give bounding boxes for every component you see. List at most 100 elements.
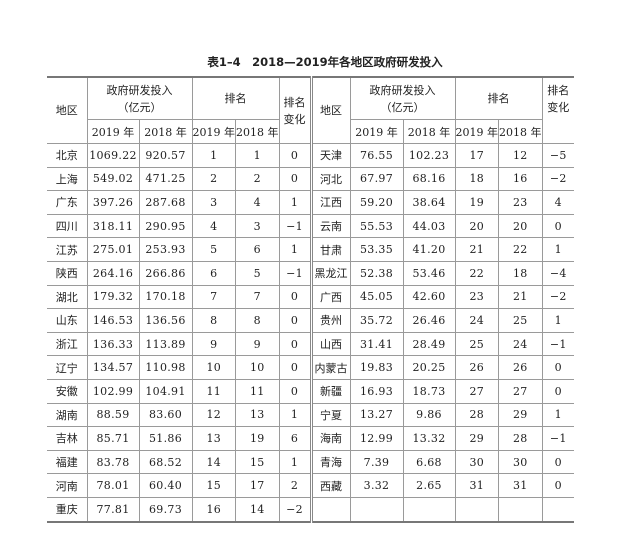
table-row: 江苏 275.01 253.93 5 6 1 甘肃 53.35 41.20 21 22 1: [47, 237, 574, 262]
header-investment-line1: 政府研发投入: [106, 83, 173, 97]
cell-inv2018: 170.18: [138, 284, 193, 310]
cell-rank2019: 1: [191, 143, 236, 168]
cell-rank2019: 17: [454, 143, 499, 168]
cell-change: 0: [278, 284, 313, 310]
cell-rank2019: 20: [454, 213, 499, 239]
cell-region: 西藏: [310, 473, 351, 498]
header-region: 地区: [310, 76, 351, 144]
header-rank-change: 排名 变化: [278, 76, 313, 144]
cell-inv2018: 13.32: [402, 426, 456, 451]
cell-inv2018: 9.86: [402, 402, 456, 428]
cell-change: 0: [541, 473, 574, 498]
cell-rank2018: 23: [498, 190, 543, 215]
cell-change: −1: [541, 331, 574, 357]
cell-inv2019: 76.55: [349, 143, 404, 168]
cell-rank2019: 31: [454, 473, 499, 498]
cell-region: 江西: [310, 190, 351, 215]
cell-region: 海南: [310, 426, 351, 451]
cell-inv2019: 19.83: [349, 355, 404, 380]
cell-rank2019: 10: [191, 355, 236, 380]
cell-rank2018: 1: [235, 143, 280, 168]
cell-inv2018: [402, 496, 456, 523]
cell-inv2019: 397.26: [86, 190, 140, 215]
cell-region: 贵州: [310, 308, 351, 333]
cell-rank2019: 4: [191, 213, 236, 239]
cell-inv2019: 12.99: [349, 426, 404, 451]
cell-rank2019: 3: [191, 190, 236, 215]
cell-change: −1: [541, 426, 574, 451]
cell-region: 湖北: [47, 284, 88, 310]
cell-change: 1: [541, 237, 574, 262]
cell-rank2019: 13: [191, 426, 236, 451]
cell-inv2019: 179.32: [86, 284, 140, 310]
cell-change: 0: [278, 166, 313, 192]
cell-inv2018: 60.40: [138, 473, 193, 498]
header-rank-2019: 2019 年: [191, 119, 236, 144]
cell-region: 辽宁: [47, 355, 88, 380]
header-inv-2018: 2018 年: [402, 119, 456, 144]
cell-rank2019: 22: [454, 260, 499, 286]
cell-region: 四川: [47, 213, 88, 239]
cell-change: [541, 496, 574, 523]
header-inv-2019: 2019 年: [349, 119, 404, 144]
cell-rank2018: 25: [498, 308, 543, 333]
cell-rank2018: 29: [498, 402, 543, 428]
cell-rank2019: 27: [454, 378, 499, 404]
header-rank-change-line2: 变化: [283, 112, 306, 126]
cell-region: 广东: [47, 190, 88, 215]
cell-inv2018: 113.89: [138, 331, 193, 357]
cell-inv2018: 51.86: [138, 426, 193, 451]
cell-change: 1: [278, 190, 313, 215]
cell-rank2019: 28: [454, 402, 499, 428]
table-row: 湖南 88.59 83.60 12 13 1 宁夏 13.27 9.86 28 29 1: [47, 402, 574, 428]
header-rank-change-line1: 排名: [283, 95, 306, 109]
cell-rank2018: 24: [498, 331, 543, 357]
cell-inv2018: 44.03: [402, 213, 456, 239]
cell-rank2018: 5: [235, 260, 280, 286]
cell-inv2018: 136.56: [138, 308, 193, 333]
table-row: 湖北 179.32 170.18 7 7 0 广西 45.05 42.60 23 21 −2: [47, 284, 574, 310]
cell-rank2019: 11: [191, 378, 236, 404]
table-row: 四川 318.11 290.95 4 3 −1 云南 55.53 44.03 20 20 0: [47, 213, 574, 239]
cell-inv2019: 275.01: [86, 237, 140, 262]
cell-change: 1: [278, 449, 313, 475]
cell-inv2019: 318.11: [86, 213, 140, 239]
cell-inv2018: 290.95: [138, 213, 193, 239]
cell-region: 天津: [310, 143, 351, 168]
cell-inv2018: 68.16: [402, 166, 456, 192]
cell-rank2019: 5: [191, 237, 236, 262]
cell-rank2018: 13: [235, 402, 280, 428]
cell-rank2019: 12: [191, 402, 236, 428]
cell-inv2019: 264.16: [86, 260, 140, 286]
cell-region: 黑龙江: [310, 260, 351, 286]
cell-rank2018: 20: [498, 213, 543, 239]
cell-change: 0: [541, 213, 574, 239]
cell-region: 上海: [47, 166, 88, 192]
cell-change: −2: [541, 166, 574, 192]
header-investment-line1: 政府研发投入: [369, 83, 436, 97]
cell-inv2018: 2.65: [402, 473, 456, 498]
cell-rank2019: 14: [191, 449, 236, 475]
cell-rank2018: 3: [235, 213, 280, 239]
cell-rank2019: 9: [191, 331, 236, 357]
header-investment-line2: （亿元）: [117, 100, 162, 114]
cell-rank2018: 27: [498, 378, 543, 404]
cell-rank2018: 14: [235, 496, 280, 523]
cell-change: 2: [278, 473, 313, 498]
cell-inv2018: 110.98: [138, 355, 193, 380]
cell-region: [310, 496, 351, 523]
cell-inv2019: 83.78: [86, 449, 140, 475]
cell-rank2019: 19: [454, 190, 499, 215]
cell-region: 陕西: [47, 260, 88, 286]
cell-change: −2: [278, 496, 313, 523]
header-investment-line2: （亿元）: [380, 100, 425, 114]
cell-region: 云南: [310, 213, 351, 239]
cell-inv2019: 52.38: [349, 260, 404, 286]
cell-inv2018: 53.46: [402, 260, 456, 286]
cell-rank2019: 2: [191, 166, 236, 192]
cell-inv2018: 68.52: [138, 449, 193, 475]
cell-rank2018: 30: [498, 449, 543, 475]
cell-rank2019: 23: [454, 284, 499, 310]
table-row: 山东 146.53 136.56 8 8 0 贵州 35.72 26.46 24 25 1: [47, 308, 574, 333]
header-inv-2019: 2019 年: [87, 119, 140, 144]
